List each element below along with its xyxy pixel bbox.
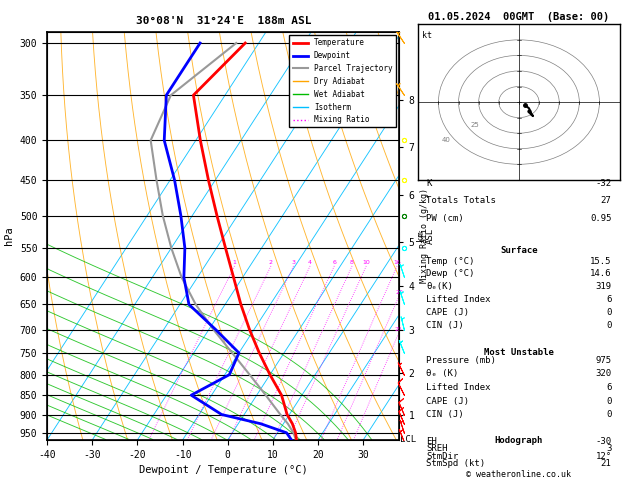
Text: Temp (°C): Temp (°C) (426, 257, 475, 265)
Text: LCL: LCL (400, 434, 416, 444)
Text: 6: 6 (332, 260, 337, 265)
Text: 8: 8 (350, 260, 354, 265)
Text: Mixing Ratio (g/kg): Mixing Ratio (g/kg) (420, 188, 428, 283)
Text: K: K (426, 179, 431, 188)
Text: Pressure (mb): Pressure (mb) (426, 356, 496, 364)
Text: CIN (J): CIN (J) (426, 410, 464, 419)
Text: 319: 319 (596, 282, 611, 292)
Text: θₑ(K): θₑ(K) (426, 282, 454, 292)
Text: 10: 10 (362, 260, 370, 265)
Text: CIN (J): CIN (J) (426, 321, 464, 330)
Text: 3: 3 (606, 444, 611, 453)
Text: 12°: 12° (596, 452, 611, 461)
Text: 0: 0 (606, 410, 611, 419)
Text: CAPE (J): CAPE (J) (426, 308, 469, 317)
Y-axis label: km
ASL: km ASL (416, 227, 435, 244)
Text: CAPE (J): CAPE (J) (426, 397, 469, 406)
Text: θₑ (K): θₑ (K) (426, 369, 459, 379)
Text: © weatheronline.co.uk: © weatheronline.co.uk (467, 469, 571, 479)
Text: -32: -32 (596, 179, 611, 188)
Text: Lifted Index: Lifted Index (426, 383, 491, 392)
Text: Hodograph: Hodograph (495, 436, 543, 445)
Legend: Temperature, Dewpoint, Parcel Trajectory, Dry Adiabat, Wet Adiabat, Isotherm, Mi: Temperature, Dewpoint, Parcel Trajectory… (289, 35, 396, 127)
Text: 27: 27 (601, 196, 611, 205)
Text: 6: 6 (606, 295, 611, 304)
Text: EH: EH (426, 437, 437, 446)
Text: 975: 975 (596, 356, 611, 364)
Text: 20: 20 (395, 290, 403, 295)
Text: Surface: Surface (500, 246, 538, 255)
Text: -30: -30 (596, 437, 611, 446)
Text: StmDir: StmDir (426, 452, 459, 461)
Text: SREH: SREH (426, 444, 448, 453)
Text: 3: 3 (291, 260, 296, 265)
Text: 25: 25 (394, 327, 403, 332)
Text: PW (cm): PW (cm) (426, 213, 464, 223)
Text: 21: 21 (601, 459, 611, 469)
Text: 0: 0 (606, 397, 611, 406)
Text: 0: 0 (606, 321, 611, 330)
Text: 40: 40 (442, 138, 451, 143)
Text: 6: 6 (606, 383, 611, 392)
Text: Dewp (°C): Dewp (°C) (426, 269, 475, 278)
Text: 15.5: 15.5 (590, 257, 611, 265)
Text: 16: 16 (393, 260, 401, 265)
Text: 1: 1 (233, 260, 237, 265)
Text: Lifted Index: Lifted Index (426, 295, 491, 304)
Text: kt: kt (422, 31, 432, 39)
Text: 01.05.2024  00GMT  (Base: 00): 01.05.2024 00GMT (Base: 00) (428, 12, 610, 22)
Text: 25: 25 (470, 122, 479, 128)
X-axis label: Dewpoint / Temperature (°C): Dewpoint / Temperature (°C) (139, 465, 308, 475)
Text: 2: 2 (269, 260, 273, 265)
Text: Most Unstable: Most Unstable (484, 347, 554, 357)
Text: 14.6: 14.6 (590, 269, 611, 278)
Text: 320: 320 (596, 369, 611, 379)
Text: 4: 4 (308, 260, 312, 265)
Text: 0.95: 0.95 (590, 213, 611, 223)
Text: 0: 0 (606, 308, 611, 317)
Text: Totals Totals: Totals Totals (426, 196, 496, 205)
Text: StmSpd (kt): StmSpd (kt) (426, 459, 486, 469)
Text: 30°08'N  31°24'E  188m ASL: 30°08'N 31°24'E 188m ASL (135, 16, 311, 26)
Y-axis label: hPa: hPa (4, 226, 14, 245)
